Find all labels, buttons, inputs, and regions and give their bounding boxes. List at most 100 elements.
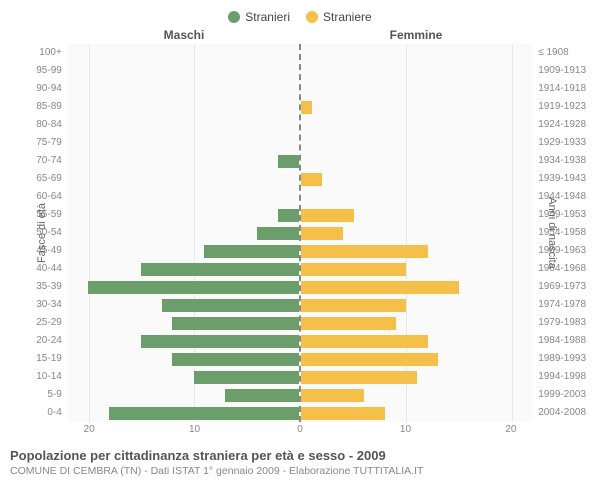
bar-row-male — [68, 152, 299, 170]
bar-row-female — [301, 404, 532, 422]
y-tick-age: 80-84 — [10, 116, 62, 134]
plot-area: Fasce di età Anni di nascita 100+95-9990… — [10, 44, 590, 422]
y-tick-birth: 1979-1983 — [538, 314, 590, 332]
y-tick-birth: 1909-1913 — [538, 62, 590, 80]
bar-row-male — [68, 116, 299, 134]
y-tick-birth: 1999-2003 — [538, 386, 590, 404]
y-tick-birth: 1969-1973 — [538, 278, 590, 296]
bar-male — [109, 407, 299, 420]
legend-swatch-male — [228, 11, 240, 23]
legend-label-female: Straniere — [323, 10, 372, 24]
y-tick-age: 30-34 — [10, 296, 62, 314]
population-pyramid-chart: Stranieri Straniere Maschi Femmine Fasce… — [10, 10, 590, 477]
y-tick-age: 90-94 — [10, 80, 62, 98]
bar-row-male — [68, 170, 299, 188]
x-axis-left: 20100 — [68, 422, 300, 438]
y-tick-age: 75-79 — [10, 134, 62, 152]
bar-row-male — [68, 206, 299, 224]
bar-male — [172, 317, 299, 330]
bar-female — [301, 227, 343, 240]
bar-row-male — [68, 224, 299, 242]
bar-row-male — [68, 350, 299, 368]
bar-row-female — [301, 260, 532, 278]
bar-row-male — [68, 404, 299, 422]
y-tick-birth: 1984-1988 — [538, 332, 590, 350]
bar-male — [204, 245, 299, 258]
bar-row-female — [301, 278, 532, 296]
bar-male — [88, 281, 299, 294]
bar-row-female — [301, 152, 532, 170]
x-tick: 10 — [400, 424, 411, 435]
bar-row-female — [301, 98, 532, 116]
bar-female — [301, 263, 406, 276]
bar-male — [141, 335, 299, 348]
bars-panel-female — [301, 44, 532, 422]
chart-footer: Popolazione per cittadinanza straniera p… — [10, 448, 590, 477]
bar-row-female — [301, 386, 532, 404]
bar-female — [301, 389, 364, 402]
y-tick-age: 70-74 — [10, 152, 62, 170]
bar-row-male — [68, 314, 299, 332]
bar-row-female — [301, 134, 532, 152]
x-axis: 20100 10 20 — [68, 422, 590, 438]
bar-male — [194, 371, 299, 384]
chart-legend: Stranieri Straniere — [10, 10, 590, 24]
y-tick-birth: 1929-1933 — [538, 134, 590, 152]
bar-male — [257, 227, 299, 240]
x-tick: 20 — [505, 424, 516, 435]
bar-male — [278, 209, 299, 222]
bar-row-male — [68, 386, 299, 404]
y-tick-age: 20-24 — [10, 332, 62, 350]
y-tick-birth: 1974-1978 — [538, 296, 590, 314]
y-tick-age: 85-89 — [10, 98, 62, 116]
y-tick-age: 5-9 — [10, 386, 62, 404]
y-tick-birth: 2004-2008 — [538, 404, 590, 422]
x-axis-right: 10 20 — [300, 422, 532, 438]
bar-row-female — [301, 314, 532, 332]
y-axis-label-left: Fasce di età — [36, 203, 48, 263]
bar-male — [278, 155, 299, 168]
bar-female — [301, 101, 312, 114]
y-tick-age: 15-19 — [10, 350, 62, 368]
y-tick-birth: ≤ 1908 — [538, 44, 590, 62]
x-tick: 10 — [189, 424, 200, 435]
bar-row-male — [68, 188, 299, 206]
bar-row-female — [301, 224, 532, 242]
bar-row-female — [301, 206, 532, 224]
legend-item-female: Straniere — [306, 10, 372, 24]
y-tick-birth: 1924-1928 — [538, 116, 590, 134]
bar-row-male — [68, 242, 299, 260]
bar-female — [301, 335, 428, 348]
panel-title-female: Femmine — [300, 28, 532, 42]
panel-title-male: Maschi — [68, 28, 300, 42]
bar-row-female — [301, 368, 532, 386]
bar-female — [301, 299, 406, 312]
bars-panel-male — [68, 44, 299, 422]
bar-row-male — [68, 80, 299, 98]
y-tick-birth: 1934-1938 — [538, 152, 590, 170]
legend-label-male: Stranieri — [245, 10, 290, 24]
footer-title: Popolazione per cittadinanza straniera p… — [10, 448, 590, 463]
bar-row-female — [301, 332, 532, 350]
bar-row-female — [301, 80, 532, 98]
bar-row-male — [68, 134, 299, 152]
bar-row-male — [68, 278, 299, 296]
bar-row-male — [68, 62, 299, 80]
bar-row-male — [68, 296, 299, 314]
footer-subtitle: COMUNE DI CEMBRA (TN) - Dati ISTAT 1° ge… — [10, 465, 590, 477]
bar-row-female — [301, 62, 532, 80]
bar-row-female — [301, 188, 532, 206]
bar-row-female — [301, 242, 532, 260]
bar-row-male — [68, 98, 299, 116]
bar-female — [301, 317, 396, 330]
bar-row-female — [301, 170, 532, 188]
bar-row-female — [301, 116, 532, 134]
legend-item-male: Stranieri — [228, 10, 290, 24]
y-tick-birth: 1919-1923 — [538, 98, 590, 116]
bar-row-male — [68, 332, 299, 350]
y-tick-age: 0-4 — [10, 404, 62, 422]
bar-male — [141, 263, 299, 276]
y-tick-birth: 1994-1998 — [538, 368, 590, 386]
bar-female — [301, 281, 459, 294]
y-tick-age: 25-29 — [10, 314, 62, 332]
